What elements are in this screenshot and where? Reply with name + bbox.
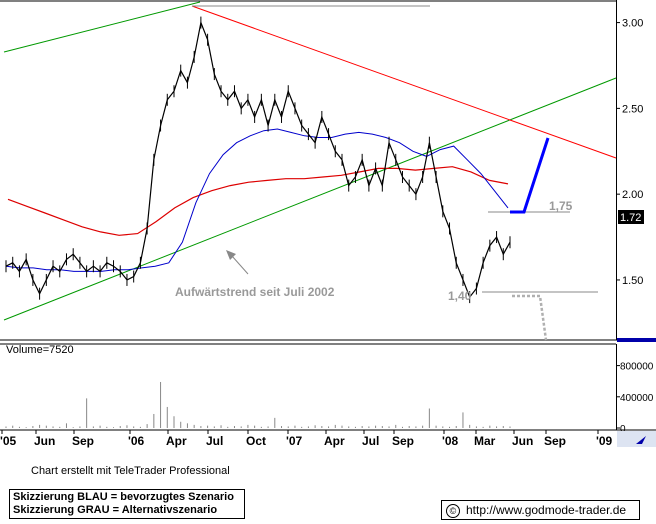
legend-blue: Skizzierung BLAU = bevorzugtes Szenario xyxy=(13,491,234,503)
copyright-icon: © xyxy=(446,503,460,518)
scenario-grey-path xyxy=(512,294,548,341)
time-tick-label: '07 xyxy=(286,434,303,448)
time-tick-label: Jul xyxy=(362,434,379,448)
time-tick-label: Apr xyxy=(324,434,345,448)
price-bars xyxy=(5,16,511,304)
volume-panel-frame xyxy=(0,343,656,431)
level-high-label: 1,75 xyxy=(549,199,573,213)
time-tick-label: Sep xyxy=(544,434,566,448)
moving-average-long xyxy=(7,166,509,236)
price-series xyxy=(5,20,511,299)
time-axis: '05 Jun Sep '06 Apr Jul Oct '07 Apr Jul Sep '08 Mar J… xyxy=(0,430,613,448)
time-tick-label: Jul xyxy=(206,434,223,448)
volume-axis: 0 400000 800000 xyxy=(616,362,654,435)
time-tick-label: '08 xyxy=(442,434,459,448)
upper-channel-line xyxy=(3,1,201,53)
time-tick-label: Jun xyxy=(512,434,533,448)
current-price-label: 1.72 xyxy=(620,212,641,224)
current-price-marker: 1.72 xyxy=(618,210,644,224)
time-tick-label: Sep xyxy=(72,434,94,448)
time-tick-label: '09 xyxy=(596,434,613,448)
price-panel-frame xyxy=(0,0,656,342)
time-tick-label: Jun xyxy=(34,434,55,448)
price-axis: 1.50 2.00 2.50 3.00 xyxy=(616,18,643,287)
source-url-text: http://www.godmode-trader.de xyxy=(466,503,627,517)
time-tick-label: Apr xyxy=(166,434,187,448)
time-tick-label: Sep xyxy=(392,434,414,448)
volume-tick-label: 400000 xyxy=(620,393,654,404)
scroll-icon[interactable] xyxy=(617,431,656,447)
scenario-legend: Skizzierung BLAU = bevorzugtes Szenario … xyxy=(9,489,245,519)
uptrend-line xyxy=(3,77,617,321)
trend-arrow xyxy=(226,250,249,275)
time-tick-label: '05 xyxy=(0,434,17,448)
time-tick-label: Oct xyxy=(246,434,266,448)
volume-tick-label: 0 xyxy=(620,424,626,435)
price-tick-label: 2.00 xyxy=(622,189,643,201)
source-url[interactable]: © http://www.godmode-trader.de xyxy=(441,500,640,520)
volume-label: Volume=7520 xyxy=(6,344,74,356)
stock-chart: 1.50 2.00 2.50 3.00 0 400000 800000 '05 Jun Sep… xyxy=(0,0,656,448)
time-tick-label: '06 xyxy=(128,434,145,448)
time-tick-label: Mar xyxy=(474,434,496,448)
downtrend-line xyxy=(191,5,617,159)
scenario-blue-path xyxy=(510,137,550,214)
legend-grey: Skizzierung GRAU = Alternativszenario xyxy=(13,504,218,516)
trend-annotation: Aufwärtstrend seit Juli 2002 xyxy=(175,285,335,299)
volume-bars xyxy=(5,381,511,428)
level-low-label: 1,40 xyxy=(448,289,472,303)
moving-average-short xyxy=(5,128,509,272)
chart-credit: Chart erstellt mit TeleTrader Profession… xyxy=(31,465,230,477)
price-tick-label: 2.50 xyxy=(622,103,643,115)
volume-tick-label: 800000 xyxy=(620,362,654,373)
price-tick-label: 3.00 xyxy=(622,18,643,30)
price-tick-label: 1.50 xyxy=(622,275,643,287)
